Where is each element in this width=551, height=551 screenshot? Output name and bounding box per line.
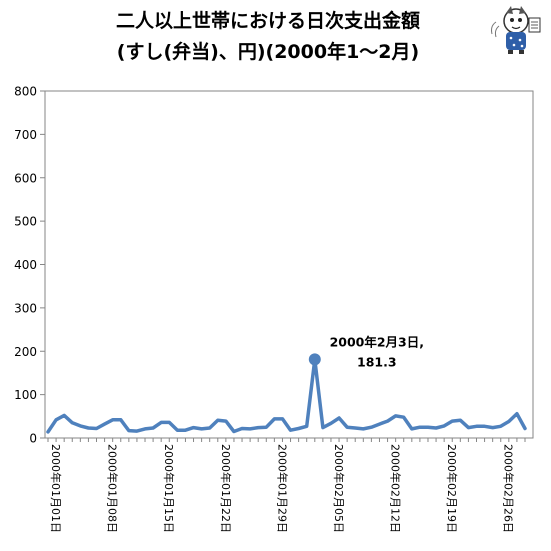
x-tick-label: 2000年02月26日 xyxy=(502,444,516,533)
x-tick-label: 2000年01月29日 xyxy=(275,444,289,533)
x-tick-label: 2000年02月05日 xyxy=(332,444,346,533)
x-tick-label: 2000年02月19日 xyxy=(445,444,459,533)
y-tick-label: 600 xyxy=(14,171,37,185)
x-tick-label: 2000年01月15日 xyxy=(162,444,176,533)
x-tick-label: 2000年02月12日 xyxy=(389,444,403,533)
y-tick-label: 400 xyxy=(14,258,37,272)
y-tick-label: 200 xyxy=(14,345,37,359)
chart-subtitle: (すし(弁当)、円)(2000年1〜2月) xyxy=(116,41,420,63)
x-tick-label: 2000年01月22日 xyxy=(219,444,233,533)
chart-title: 二人以上世帯における日次支出金額 xyxy=(115,10,420,32)
x-tick-label: 2000年01月01日 xyxy=(49,444,63,533)
annotation-value-label: 181.3 xyxy=(357,354,397,369)
y-tick-label: 100 xyxy=(14,388,37,402)
plot-frame xyxy=(44,90,534,439)
chart-title-block: 二人以上世帯における日次支出金額 (すし(弁当)、円)(2000年1〜2月) xyxy=(40,6,496,68)
y-tick-label: 0 xyxy=(29,432,37,446)
series-line xyxy=(46,357,527,434)
mascot-logo xyxy=(491,6,541,54)
y-tick-label: 500 xyxy=(14,215,37,229)
highlight-point xyxy=(308,353,321,366)
y-tick-label: 700 xyxy=(14,128,37,142)
y-tick-label: 800 xyxy=(14,85,37,99)
annotation-date-label: 2000年2月3日, xyxy=(330,334,424,349)
x-tick-label: 2000年01月08日 xyxy=(106,444,120,533)
y-tick-label: 300 xyxy=(14,301,37,315)
